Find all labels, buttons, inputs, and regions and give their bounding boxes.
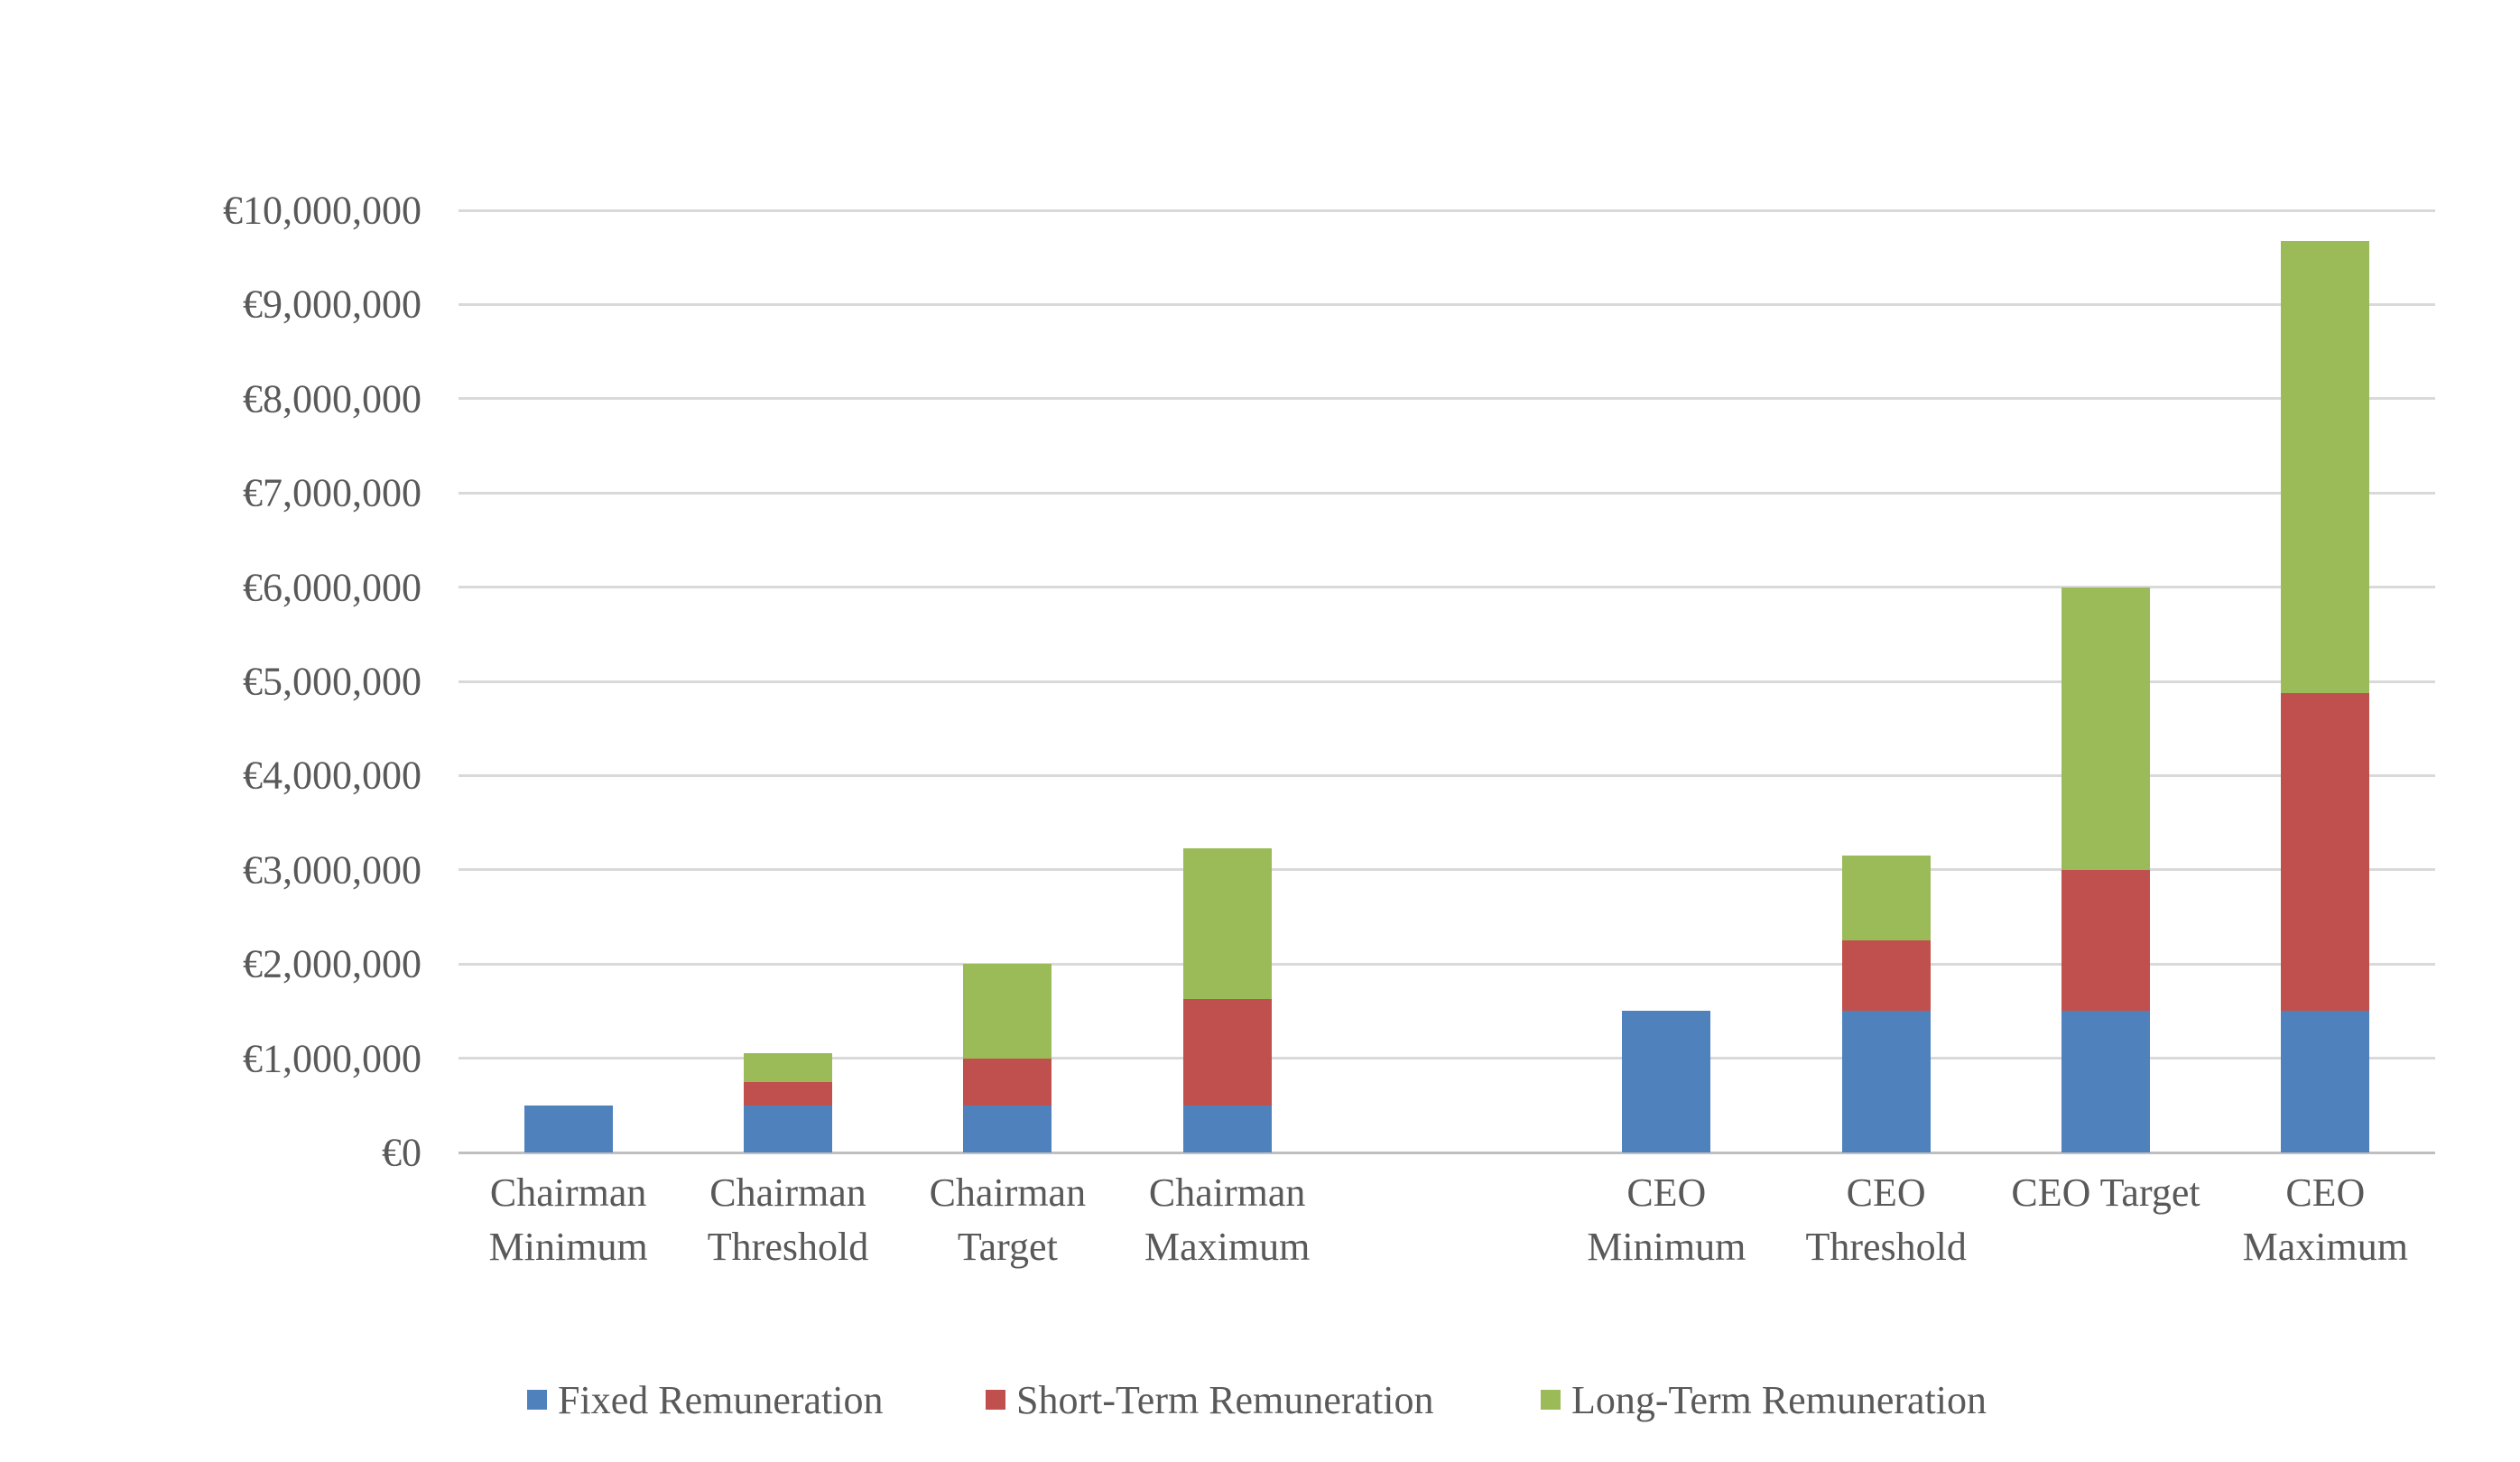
bar-segment-long-term-remuneration-ceo-target — [2061, 587, 2150, 870]
x-category-label-chairman-maximum: Chairman Maximum — [1144, 1171, 1311, 1269]
bar-segment-short-term-remuneration-ceo-maximum — [2281, 693, 2370, 1012]
x-category-label-ceo-maximum: CEO Maximum — [2242, 1171, 2408, 1269]
bar-segment-short-term-remuneration-ceo-target — [2061, 869, 2150, 1012]
legend-item-long-term-remuneration: Long-Term Remuneration — [1541, 1373, 1987, 1427]
bar-segment-short-term-remuneration-chairman-target — [963, 1058, 1052, 1106]
bar-stack-ceo-threshold — [1841, 210, 1931, 1152]
x-category-label-ceo-minimum: CEO Minimum — [1587, 1171, 1746, 1269]
legend-label-long-term-remuneration: Long-Term Remuneration — [1571, 1377, 1987, 1422]
bar-segment-short-term-remuneration-ceo-threshold — [1841, 940, 1931, 1012]
y-tick-label: €7,000,000 — [243, 470, 422, 515]
y-tick-label: €6,000,000 — [243, 565, 422, 610]
x-category-label-ceo-threshold: CEO Threshold — [1805, 1171, 1967, 1269]
plot-area — [459, 208, 2435, 1154]
bar-segment-fixed-remuneration-chairman-minimum — [523, 1105, 613, 1152]
gridline — [459, 302, 2435, 306]
bar-segment-fixed-remuneration-chairman-target — [963, 1105, 1052, 1152]
y-tick-label: €9,000,000 — [243, 282, 422, 327]
legend-swatch-short-term-remuneration — [986, 1390, 1005, 1410]
bar-stack-chairman-maximum — [1182, 210, 1272, 1152]
y-tick-label: €2,000,000 — [243, 941, 422, 986]
bar-stack-chairman-minimum — [523, 210, 613, 1152]
gridline — [459, 773, 2435, 777]
bar-segment-long-term-remuneration-ceo-threshold — [1841, 856, 1931, 941]
bar-segment-long-term-remuneration-ceo-maximum — [2281, 240, 2370, 694]
y-tick-label: €10,000,000 — [223, 188, 422, 233]
legend-item-short-term-remuneration: Short-Term Remuneration — [986, 1373, 1433, 1427]
bar-segment-fixed-remuneration-chairman-threshold — [744, 1105, 832, 1152]
x-category-label-chairman-target: Chairman Target — [929, 1171, 1087, 1269]
legend-swatch-long-term-remuneration — [1541, 1390, 1561, 1410]
legend-swatch-fixed-remuneration — [527, 1390, 547, 1410]
legend-item-fixed-remuneration: Fixed Remuneration — [527, 1373, 884, 1427]
y-tick-label: €8,000,000 — [243, 376, 422, 421]
bar-segment-long-term-remuneration-chairman-target — [963, 964, 1052, 1059]
bar-stack-chairman-threshold — [744, 210, 832, 1152]
x-category-label-ceo-target: CEO Target — [2011, 1171, 2200, 1215]
gridline — [459, 586, 2435, 589]
bar-segment-fixed-remuneration-ceo-maximum — [2281, 1011, 2370, 1152]
y-tick-label: €0 — [382, 1130, 422, 1175]
bar-stack-ceo-minimum — [1622, 210, 1711, 1152]
bar-stack-chairman-target — [963, 210, 1052, 1152]
bar-segment-long-term-remuneration-chairman-maximum — [1182, 848, 1272, 1000]
x-category-label-chairman-threshold: Chairman Threshold — [707, 1171, 869, 1269]
bar-segment-long-term-remuneration-chairman-threshold — [744, 1053, 832, 1082]
x-axis-line — [459, 1151, 2435, 1154]
gridline — [459, 868, 2435, 872]
x-category-label-chairman-minimum: Chairman Minimum — [488, 1171, 648, 1269]
gridline — [459, 208, 2435, 212]
bar-segment-fixed-remuneration-ceo-minimum — [1622, 1011, 1711, 1152]
bar-stack-ceo-maximum — [2281, 210, 2370, 1152]
gridline — [459, 680, 2435, 683]
gridline — [459, 397, 2435, 401]
bar-stack-ceo-target — [2061, 210, 2150, 1152]
y-tick-label: €5,000,000 — [243, 659, 422, 704]
bar-segment-short-term-remuneration-chairman-threshold — [744, 1081, 832, 1106]
y-tick-label: €1,000,000 — [243, 1036, 422, 1081]
legend-label-short-term-remuneration: Short-Term Remuneration — [1016, 1377, 1434, 1422]
gridline — [459, 491, 2435, 495]
bar-segment-fixed-remuneration-chairman-maximum — [1182, 1105, 1272, 1152]
bar-segment-fixed-remuneration-ceo-target — [2061, 1011, 2150, 1152]
legend-label-fixed-remuneration: Fixed Remuneration — [558, 1377, 884, 1422]
y-tick-label: €4,000,000 — [243, 753, 422, 798]
gridline — [459, 1057, 2435, 1060]
bar-segment-short-term-remuneration-chairman-maximum — [1182, 999, 1272, 1106]
bar-segment-fixed-remuneration-ceo-threshold — [1841, 1011, 1931, 1152]
gridline — [459, 962, 2435, 966]
y-tick-label: €3,000,000 — [243, 847, 422, 893]
